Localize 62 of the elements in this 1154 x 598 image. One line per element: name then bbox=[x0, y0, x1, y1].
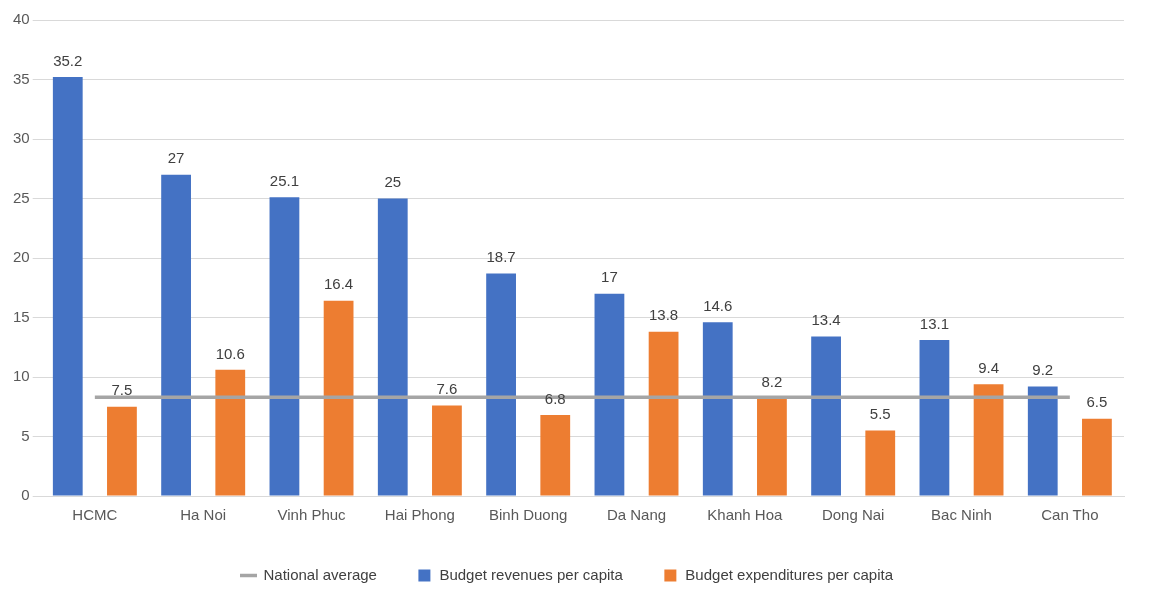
bar bbox=[1027, 386, 1058, 496]
bar bbox=[215, 369, 246, 496]
data-label: 16.4 bbox=[323, 275, 354, 293]
bar bbox=[540, 415, 571, 496]
bar bbox=[757, 398, 787, 496]
data-label: 7.6 bbox=[436, 380, 458, 398]
data-label: 6.5 bbox=[1086, 393, 1108, 411]
bar bbox=[52, 77, 83, 496]
x-tick-label: Can Tho bbox=[1041, 506, 1099, 524]
data-label: 35.2 bbox=[53, 51, 83, 69]
data-label: 9.2 bbox=[1032, 361, 1054, 379]
data-label: 5.5 bbox=[869, 405, 891, 423]
y-tick-label: 10 bbox=[13, 367, 30, 385]
x-tick-label: Hai Phong bbox=[384, 506, 455, 524]
bar bbox=[432, 405, 462, 496]
bar bbox=[865, 430, 896, 496]
data-label: 17 bbox=[601, 268, 618, 286]
data-label: 27 bbox=[167, 149, 185, 167]
y-tick-label: 20 bbox=[13, 248, 30, 266]
x-tick-label: Khanh Hoa bbox=[707, 506, 784, 524]
bar bbox=[702, 322, 733, 496]
y-tick-label: 35 bbox=[13, 69, 30, 87]
y-tick-label: 30 bbox=[13, 129, 30, 147]
x-tick-label: Dong Nai bbox=[821, 506, 885, 524]
bar bbox=[594, 293, 625, 496]
y-tick-label: 40 bbox=[13, 10, 30, 28]
data-label: 13.8 bbox=[648, 306, 679, 324]
data-label: 25.1 bbox=[269, 171, 300, 189]
bar bbox=[377, 198, 408, 496]
y-tick-label: 0 bbox=[21, 486, 30, 504]
data-label: 8.2 bbox=[761, 373, 783, 391]
y-tick-label: 25 bbox=[13, 188, 30, 206]
x-tick-label: Da Nang bbox=[606, 506, 667, 524]
x-tick-label: Bac Ninh bbox=[931, 506, 992, 524]
data-label: 18.7 bbox=[486, 248, 516, 266]
legend-label: Budget expenditures per capita bbox=[685, 565, 894, 583]
y-tick-label: 15 bbox=[13, 307, 30, 325]
x-tick-label: Ha Noi bbox=[180, 506, 227, 524]
bar bbox=[323, 300, 354, 496]
bar bbox=[269, 197, 300, 496]
data-label: 13.1 bbox=[919, 314, 950, 332]
bar bbox=[1082, 418, 1112, 496]
bar bbox=[811, 336, 841, 496]
data-label: 14.6 bbox=[703, 296, 733, 314]
data-label: 25 bbox=[384, 173, 402, 191]
data-label: 9.4 bbox=[978, 358, 1000, 376]
data-label: 13.4 bbox=[811, 311, 841, 329]
data-label: 6.8 bbox=[544, 389, 566, 407]
bar bbox=[648, 331, 679, 496]
bar bbox=[161, 174, 191, 496]
x-tick-label: Vinh Phuc bbox=[277, 506, 347, 524]
x-tick-label: Binh Duong bbox=[488, 506, 568, 524]
y-tick-label: 5 bbox=[21, 426, 30, 444]
bar bbox=[919, 340, 950, 496]
data-label: 7.5 bbox=[111, 381, 133, 399]
legend-label: Budget revenues per capita bbox=[439, 565, 624, 583]
bar bbox=[107, 406, 137, 496]
bar bbox=[486, 273, 516, 496]
x-tick-label: HCMC bbox=[72, 506, 118, 524]
legend-label: National average bbox=[263, 565, 377, 583]
data-label: 10.6 bbox=[215, 344, 245, 362]
bar bbox=[973, 384, 1004, 496]
